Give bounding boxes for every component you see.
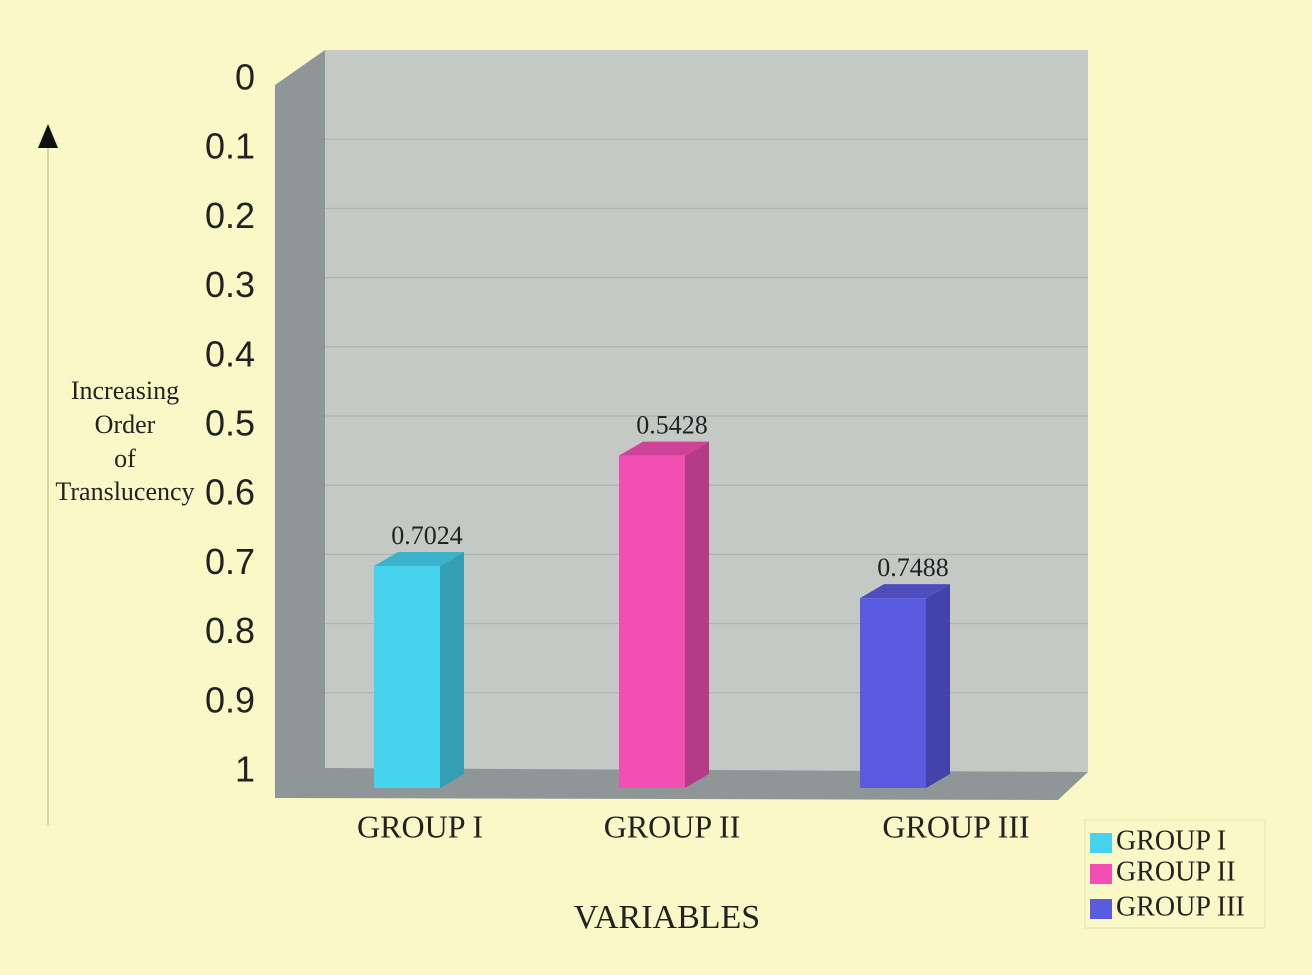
legend-label: GROUP II [1116,856,1236,887]
legend-swatch [1090,899,1112,919]
x-tick-label: GROUP II [604,808,741,844]
bar-side [685,441,709,788]
legend-label: GROUP III [1116,891,1245,922]
y-tick-label: 1 [235,749,255,790]
y-tick-label: 0.7 [205,541,255,582]
bar-side [440,552,464,788]
legend-label: GROUP I [1116,825,1226,856]
y-tick-label: 0 [235,57,255,98]
bar-top [374,552,464,567]
value-label: 0.7488 [877,553,949,582]
y-arrow-head [38,124,58,148]
x-tick-label: GROUP III [882,808,1029,844]
legend-swatch [1090,833,1112,853]
value-label: 0.7024 [391,521,463,550]
bar [374,566,440,788]
y-label: Order [95,410,156,439]
y-label: of [114,444,136,473]
y-tick-label: 0.3 [205,264,255,305]
y-tick-label: 0.4 [205,333,255,374]
legend [1084,819,1266,929]
x-tick-label: GROUP I [357,808,483,844]
bar [860,598,926,788]
y-tick-label: 0.1 [205,126,255,167]
y-tick-label: 0.8 [205,610,255,651]
side-wall [275,50,325,798]
bar-top [860,584,950,599]
bar-side [926,584,950,788]
value-label: 0.5428 [636,411,708,440]
legend-swatch [1090,864,1112,884]
y-tick-label: 0.6 [205,472,255,513]
y-label: Translucency [55,477,194,506]
bar [619,455,685,788]
y-tick-label: 0.2 [205,195,255,236]
x-label: VARIABLES [574,899,760,936]
y-tick-label: 0.5 [205,403,255,444]
y-label: Increasing [71,376,179,405]
y-tick-label: 0.9 [205,679,255,720]
bar-top [619,441,709,456]
